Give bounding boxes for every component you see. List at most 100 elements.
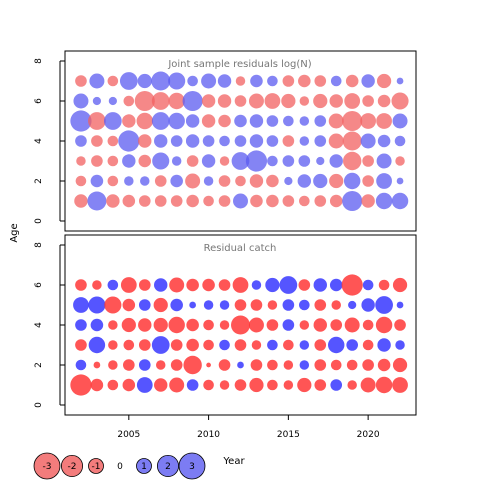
bubble-joint-age2-2017 bbox=[313, 173, 328, 189]
legend-bubble bbox=[88, 458, 104, 474]
bubble-joint-age2-2009 bbox=[185, 173, 201, 189]
bubble-joint-age5-2018 bbox=[328, 113, 344, 129]
bubble-joint-age4-2004 bbox=[107, 135, 119, 147]
bubble-joint-age3-2003 bbox=[91, 155, 103, 167]
bubble-joint-age2-2022 bbox=[396, 177, 404, 185]
bubble-joint-age6-2008 bbox=[168, 92, 185, 110]
bubble-catch-age4-2007 bbox=[153, 317, 168, 333]
bubble-joint-age3-2018 bbox=[329, 154, 343, 168]
bubble-catch-age5-2016 bbox=[299, 299, 310, 311]
bubble-joint-age4-2021 bbox=[377, 134, 391, 148]
bubble-joint-age4-2002 bbox=[75, 135, 87, 147]
bubble-joint-age4-2011 bbox=[219, 135, 230, 147]
bubble-joint-age6-2009 bbox=[182, 90, 203, 112]
bubble-joint-age3-2008 bbox=[171, 156, 182, 166]
bubble-joint-age3-2010 bbox=[201, 154, 216, 168]
bubble-catch-age5-2002 bbox=[73, 297, 89, 313]
bubble-joint-age4-2009 bbox=[185, 134, 200, 148]
bubble-joint-age7-2007 bbox=[151, 71, 171, 91]
bubble-catch-age2-2014 bbox=[267, 359, 278, 371]
bubble-joint-age5-2012 bbox=[234, 114, 247, 128]
bubble-joint-age6-2022 bbox=[391, 92, 409, 110]
y-tick-label: 4 bbox=[34, 138, 44, 144]
bubble-catch-age6-2017 bbox=[313, 278, 327, 292]
bubble-catch-age6-2021 bbox=[378, 279, 390, 291]
bubble-joint-age5-2008 bbox=[168, 112, 185, 130]
bubble-joint-age7-2008 bbox=[168, 72, 186, 90]
bubble-catch-age1-2022 bbox=[392, 377, 408, 393]
bubble-joint-age6-2003 bbox=[92, 96, 102, 106]
bubble-joint-age7-2016 bbox=[298, 74, 311, 88]
bubble-joint-age4-2017 bbox=[314, 135, 327, 147]
bubble-catch-age6-2015 bbox=[279, 276, 298, 294]
bubble-joint-age2-2002 bbox=[75, 175, 87, 187]
bubble-catch-age6-2018 bbox=[329, 278, 343, 292]
x-tick-label: 2020 bbox=[357, 430, 380, 440]
bubble-catch-age4-2013 bbox=[248, 317, 264, 333]
legend-bubble bbox=[33, 452, 61, 480]
bubble-joint-age2-2021 bbox=[376, 173, 392, 189]
bubble-joint-age1-2018 bbox=[329, 194, 343, 208]
x-tick-label: 2010 bbox=[197, 430, 220, 440]
bubble-catch-age6-2013 bbox=[251, 280, 262, 290]
bubble-joint-age3-2014 bbox=[267, 155, 278, 167]
bubble-joint-age5-2005 bbox=[122, 114, 136, 128]
panel-joint-bubbles bbox=[70, 71, 409, 212]
bubble-joint-age4-2008 bbox=[170, 135, 183, 147]
bubble-catch-age6-2010 bbox=[202, 278, 215, 292]
bubble-catch-age2-2007 bbox=[155, 360, 166, 370]
bubble-joint-age7-2017 bbox=[314, 75, 327, 87]
bubble-joint-age1-2022 bbox=[391, 192, 409, 210]
bubble-catch-age1-2017 bbox=[314, 379, 327, 391]
bubble-catch-age2-2005 bbox=[123, 359, 135, 371]
bubble-catch-age6-2011 bbox=[218, 279, 231, 291]
bubble-joint-age4-2022 bbox=[394, 135, 406, 147]
bubble-joint-age6-2012 bbox=[234, 95, 247, 107]
bubble-catch-age1-2012 bbox=[234, 379, 247, 391]
bubble-joint-age3-2005 bbox=[122, 154, 136, 168]
bubble-catch-age6-2005 bbox=[120, 277, 137, 293]
y-tick-label: 8 bbox=[34, 58, 44, 64]
bubble-joint-age5-2017 bbox=[314, 115, 327, 127]
bubble-joint-age2-2015 bbox=[284, 176, 293, 186]
bubble-joint-age7-2005 bbox=[119, 72, 138, 90]
panel-joint-y-axis: 0 2 4 6 8 bbox=[34, 58, 65, 224]
bubble-joint-age5-2010 bbox=[201, 114, 216, 128]
bubble-joint-age1-2005 bbox=[122, 194, 136, 208]
bubble-joint-age3-2004 bbox=[107, 155, 119, 167]
bubble-catch-age1-2008 bbox=[169, 377, 185, 393]
bubble-joint-age3-2012 bbox=[231, 152, 250, 170]
bubble-joint-age4-2020 bbox=[360, 133, 376, 149]
bubble-joint-age7-2020 bbox=[361, 74, 375, 88]
bubble-catch-age5-2012 bbox=[234, 299, 247, 311]
legend-bubble bbox=[136, 458, 152, 474]
bubble-joint-age1-2017 bbox=[314, 195, 327, 207]
bubble-catch-age3-2008 bbox=[170, 339, 183, 351]
bubble-joint-age1-2016 bbox=[299, 195, 310, 207]
bubble-joint-age7-2010 bbox=[201, 73, 217, 89]
bubble-joint-age6-2006 bbox=[134, 90, 155, 112]
bubble-joint-age2-2013 bbox=[249, 174, 264, 188]
bubble-joint-age5-2022 bbox=[392, 113, 408, 129]
bubble-catch-age4-2008 bbox=[168, 316, 185, 334]
bubble-catch-age3-2004 bbox=[108, 340, 118, 350]
bubble-joint-age7-2015 bbox=[282, 75, 295, 87]
bubble-joint-age4-2005 bbox=[118, 130, 140, 152]
bubble-catch-age3-2006 bbox=[138, 339, 151, 351]
bubble-catch-age1-2014 bbox=[267, 379, 278, 391]
legend-label: 0 bbox=[117, 462, 123, 472]
bubble-joint-age4-2006 bbox=[138, 134, 152, 148]
bubble-joint-age5-2009 bbox=[185, 114, 200, 128]
bubble-joint-age5-2003 bbox=[88, 112, 106, 130]
bubble-joint-age7-2011 bbox=[217, 74, 232, 88]
bubble-joint-age7-2021 bbox=[376, 73, 392, 89]
y-tick-label: 6 bbox=[34, 282, 44, 288]
bubble-catch-age4-2017 bbox=[313, 318, 327, 332]
y-tick-label: 0 bbox=[34, 402, 44, 408]
bubble-joint-age5-2007 bbox=[151, 112, 170, 130]
bubble-catch-age4-2006 bbox=[138, 318, 152, 332]
bubble-joint-age5-2014 bbox=[266, 115, 279, 127]
bubble-catch-age5-2021 bbox=[375, 296, 393, 314]
bubble-joint-age7-2018 bbox=[330, 75, 342, 87]
